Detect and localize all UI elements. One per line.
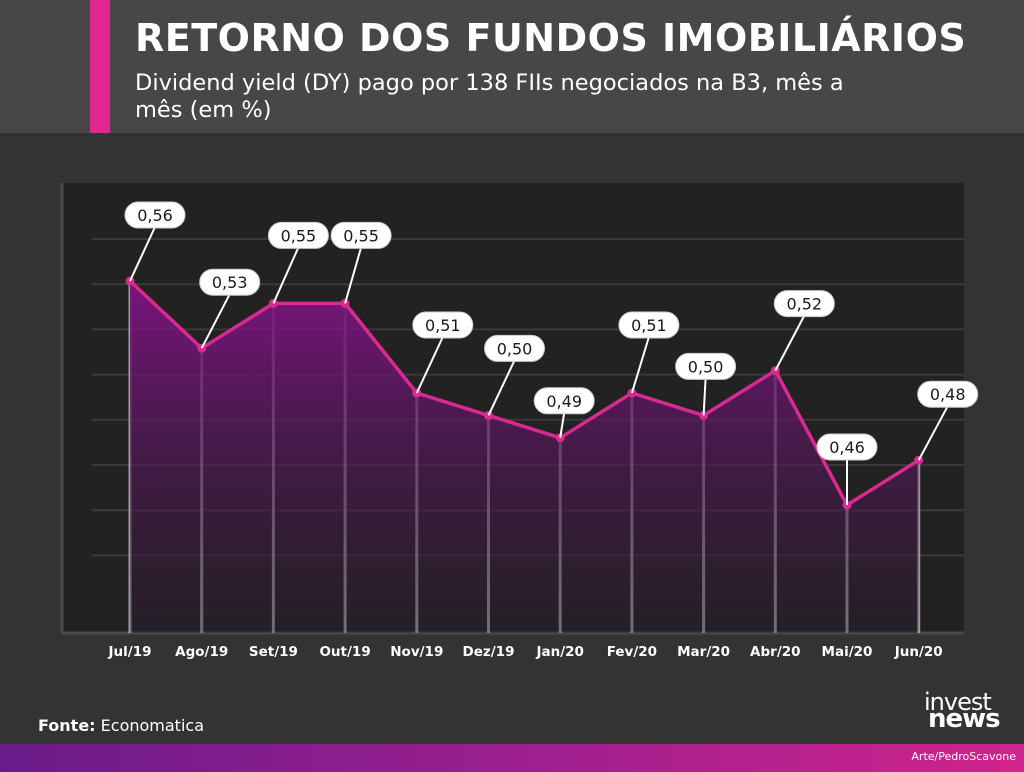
line-chart: 0,56 0,53 0,55 0,55 0,51 0,50 0,49 0,51 0,50 0,52…	[60, 183, 979, 660]
chart-area: 0,56 0,53 0,55 0,55 0,51 0,50 0,49 0,51 0,50 0,52…	[0, 133, 1024, 693]
x-tick-label: Ago/19	[175, 644, 228, 660]
x-tick-label: Out/19	[319, 644, 370, 660]
data-line	[128, 279, 920, 507]
data-label-bubble	[618, 311, 680, 339]
header: RETORNO DOS FUNDOS IMOBILIÁRIOS Dividend…	[0, 0, 1024, 133]
source-label: Fonte:	[38, 716, 96, 735]
label-leader	[774, 315, 806, 372]
label-leader	[272, 246, 300, 304]
x-tick-labels: Jul/19 Ago/19 Set/19 Out/19 Nov/19 Dez/19 Jan/…	[108, 644, 943, 660]
data-label: 0,50	[688, 357, 724, 376]
data-label: 0,55	[281, 226, 317, 245]
logo-line2: news	[928, 704, 1001, 734]
x-tick-label: Set/19	[249, 644, 298, 660]
data-label-bubble	[412, 311, 474, 339]
footer-bar: Arte/PedroScavone	[0, 744, 1024, 772]
source-value: Economatica	[100, 716, 204, 735]
data-label-bubble	[816, 433, 878, 461]
label-leader	[200, 293, 231, 349]
data-label: 0,53	[212, 273, 248, 292]
x-tick-label: Jun/20	[894, 644, 943, 660]
label-leader	[415, 336, 444, 394]
x-tick-label: Fev/20	[607, 644, 657, 660]
x-tick-label: Jul/19	[108, 644, 152, 660]
x-tick-label: Mar/20	[677, 644, 730, 660]
art-credit: Arte/PedroScavone	[911, 750, 1016, 763]
data-label: 0,50	[497, 339, 533, 358]
source-note: Fonte: Economatica	[38, 716, 204, 735]
x-tick-label: Mai/20	[822, 644, 873, 660]
data-label-bubble	[267, 221, 329, 249]
data-label-bubble	[199, 268, 261, 296]
data-point	[197, 343, 207, 353]
x-tick-label: Nov/19	[390, 644, 443, 660]
label-leader	[129, 226, 156, 282]
data-label: 0,51	[425, 316, 461, 335]
data-label: 0,52	[786, 295, 822, 314]
x-tick-label: Dez/19	[463, 644, 515, 660]
data-label-bubble	[533, 387, 595, 415]
accent-bar	[90, 0, 110, 133]
data-label: 0,48	[930, 385, 966, 404]
chart-subtitle: Dividend yield (DY) pago por 138 FIIs ne…	[135, 70, 844, 123]
data-label: 0,56	[137, 206, 173, 225]
investnews-logo: invest news	[918, 688, 1018, 736]
x-tick-label: Jan/20	[535, 644, 583, 660]
data-label-bubble	[675, 352, 737, 380]
data-label-bubble	[917, 380, 979, 408]
data-label-bubble	[330, 221, 392, 249]
label-leader	[917, 405, 949, 461]
data-label: 0,55	[343, 226, 379, 245]
data-label: 0,51	[631, 316, 667, 335]
label-leader	[702, 378, 707, 416]
data-area	[130, 281, 919, 633]
label-leader	[487, 359, 516, 416]
x-tick-label: Abr/20	[750, 644, 801, 660]
chart-title: RETORNO DOS FUNDOS IMOBILIÁRIOS	[135, 16, 967, 60]
data-labels: 0,56 0,53 0,55 0,55 0,51 0,50 0,49 0,51 0,50 0,52…	[124, 201, 979, 505]
data-label-bubble	[773, 290, 835, 318]
label-leader	[344, 247, 363, 304]
label-leader	[559, 412, 566, 438]
data-label: 0,49	[546, 392, 582, 411]
data-label-bubble	[124, 201, 186, 229]
data-label-bubble	[484, 334, 545, 362]
label-leader	[630, 336, 650, 394]
logo-line1: invest	[924, 688, 992, 716]
data-label: 0,46	[829, 438, 865, 457]
